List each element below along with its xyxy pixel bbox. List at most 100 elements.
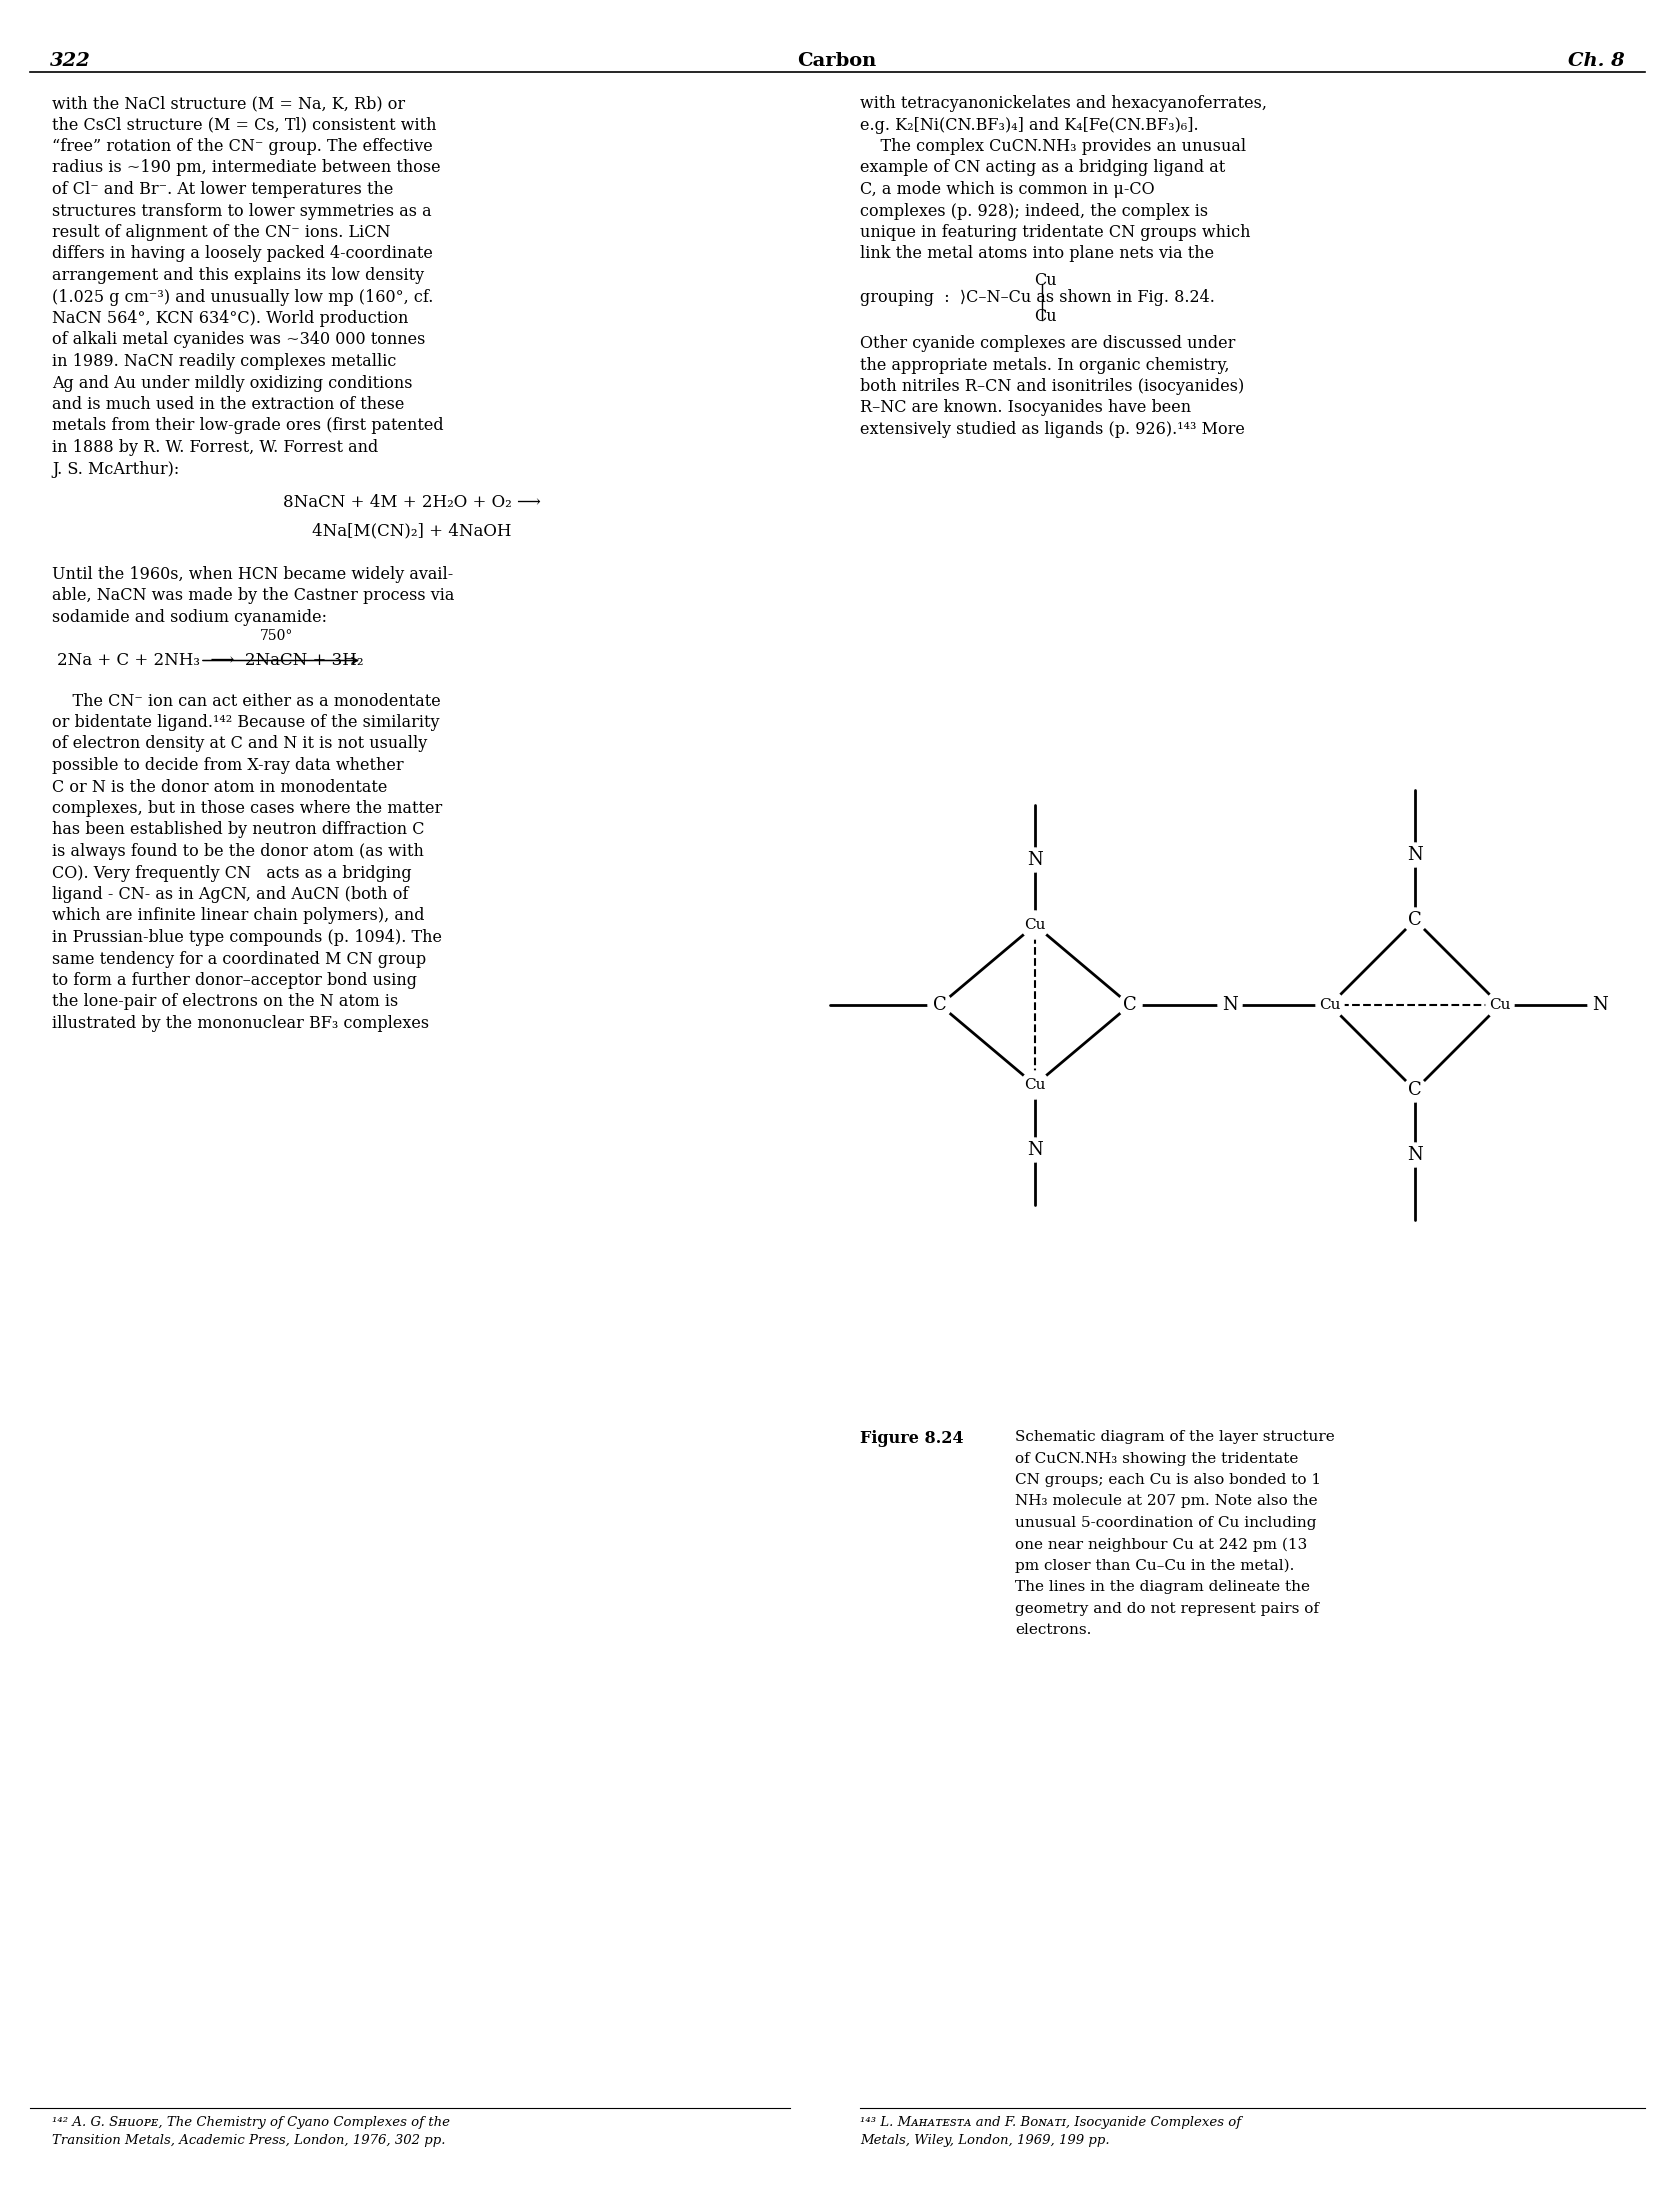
Text: NH₃ molecule at 207 pm. Note also the: NH₃ molecule at 207 pm. Note also the (1015, 1495, 1318, 1509)
Text: illustrated by the mononuclear BF₃ complexes: illustrated by the mononuclear BF₃ compl… (52, 1016, 429, 1031)
Text: unusual 5-coordination of Cu including: unusual 5-coordination of Cu including (1015, 1515, 1317, 1531)
Text: radius is ~190 pm, intermediate between those: radius is ~190 pm, intermediate between … (52, 161, 441, 176)
Text: R–NC are known. Isocyanides have been: R–NC are known. Isocyanides have been (859, 400, 1191, 416)
Text: J. S. McArthur):: J. S. McArthur): (52, 460, 179, 477)
Text: CO). Very frequently CN   acts as a bridging: CO). Very frequently CN acts as a bridgi… (52, 864, 412, 882)
Circle shape (928, 994, 951, 1016)
Circle shape (1404, 842, 1427, 866)
Text: is always found to be the donor atom (as with: is always found to be the donor atom (as… (52, 842, 424, 860)
Text: the lone-pair of electrons on the N atom is: the lone-pair of electrons on the N atom… (52, 994, 399, 1012)
Text: ¹⁴³ L. Mᴀʜᴀᴛᴇsᴛᴀ and F. Bᴏɴᴀᴛɪ, Isocyanide Complexes of: ¹⁴³ L. Mᴀʜᴀᴛᴇsᴛᴀ and F. Bᴏɴᴀᴛɪ, Isocyani… (859, 2115, 1241, 2129)
Text: Cu: Cu (1033, 273, 1057, 288)
Text: 8NaCN + 4M + 2H₂O + O₂ ⟶: 8NaCN + 4M + 2H₂O + O₂ ⟶ (283, 495, 541, 510)
Text: N: N (1223, 996, 1238, 1014)
Text: has been established by neutron diffraction C: has been established by neutron diffract… (52, 822, 424, 838)
Text: of Cl⁻ and Br⁻. At lower temperatures the: of Cl⁻ and Br⁻. At lower temperatures th… (52, 180, 394, 198)
Text: N: N (1027, 851, 1044, 869)
Text: CN groups; each Cu is also bonded to 1: CN groups; each Cu is also bonded to 1 (1015, 1473, 1322, 1487)
Text: Cu: Cu (1033, 308, 1057, 325)
Text: NaCN 564°, KCN 634°C). World production: NaCN 564°, KCN 634°C). World production (52, 310, 409, 328)
Text: able, NaCN was made by the Castner process via: able, NaCN was made by the Castner proce… (52, 587, 454, 605)
Text: in 1989. NaCN readily complexes metallic: in 1989. NaCN readily complexes metallic (52, 354, 397, 369)
Text: The complex CuCN.NH₃ provides an unusual: The complex CuCN.NH₃ provides an unusual (859, 139, 1246, 154)
Text: Until the 1960s, when HCN became widely avail-: Until the 1960s, when HCN became widely … (52, 565, 454, 583)
Text: possible to decide from X-ray data whether: possible to decide from X-ray data wheth… (52, 756, 404, 774)
Text: electrons.: electrons. (1015, 1623, 1092, 1638)
Text: one near neighbour Cu at 242 pm (13: one near neighbour Cu at 242 pm (13 (1015, 1537, 1306, 1552)
Text: with tetracyanonickelates and hexacyanoferrates,: with tetracyanonickelates and hexacyanof… (859, 95, 1266, 112)
Text: of alkali metal cyanides was ~340 000 tonnes: of alkali metal cyanides was ~340 000 to… (52, 332, 425, 347)
Text: C or N is the donor atom in monodentate: C or N is the donor atom in monodentate (52, 778, 387, 796)
Text: example of CN acting as a bridging ligand at: example of CN acting as a bridging ligan… (859, 161, 1224, 176)
Circle shape (1486, 992, 1514, 1018)
Text: structures transform to lower symmetries as a: structures transform to lower symmetries… (52, 202, 432, 220)
Circle shape (1218, 994, 1241, 1016)
Text: grouping  :  ⟩C–N–Cu as shown in Fig. 8.24.: grouping : ⟩C–N–Cu as shown in Fig. 8.24… (859, 288, 1214, 306)
Text: “free” rotation of the CN⁻ group. The effective: “free” rotation of the CN⁻ group. The ef… (52, 139, 432, 154)
Text: The CN⁻ ion can act either as a monodentate: The CN⁻ ion can act either as a monodent… (52, 693, 441, 710)
Text: Schematic diagram of the layer structure: Schematic diagram of the layer structure (1015, 1429, 1335, 1445)
Text: Ag and Au under mildly oxidizing conditions: Ag and Au under mildly oxidizing conditi… (52, 374, 412, 391)
Text: which are infinite linear chain polymers), and: which are infinite linear chain polymers… (52, 908, 424, 924)
Text: unique in featuring tridentate CN groups which: unique in featuring tridentate CN groups… (859, 224, 1251, 242)
Text: The lines in the diagram delineate the: The lines in the diagram delineate the (1015, 1581, 1310, 1594)
Circle shape (1022, 1071, 1049, 1100)
Text: Cu: Cu (1320, 998, 1340, 1012)
Text: differs in having a loosely packed 4-coordinate: differs in having a loosely packed 4-coo… (52, 246, 432, 262)
Text: Cu: Cu (1023, 1078, 1045, 1093)
Text: Figure 8.24: Figure 8.24 (859, 1429, 963, 1447)
Text: same tendency for a coordinated M CN group: same tendency for a coordinated M CN gro… (52, 950, 425, 968)
Text: of electron density at C and N it is not usually: of electron density at C and N it is not… (52, 734, 427, 752)
Circle shape (1588, 994, 1611, 1016)
Circle shape (1022, 910, 1049, 939)
Text: both nitriles R–CN and isonitriles (isocyanides): both nitriles R–CN and isonitriles (isoc… (859, 378, 1245, 396)
Text: link the metal atoms into plane nets via the: link the metal atoms into plane nets via… (859, 246, 1214, 262)
Circle shape (1404, 1078, 1427, 1102)
Text: e.g. K₂[Ni(CN.BF₃)₄] and K₄[Fe(CN.BF₃)₆].: e.g. K₂[Ni(CN.BF₃)₄] and K₄[Fe(CN.BF₃)₆]… (859, 117, 1199, 134)
Circle shape (1023, 849, 1047, 873)
Text: extensively studied as ligands (p. 926).¹⁴³ More: extensively studied as ligands (p. 926).… (859, 420, 1245, 438)
Text: Carbon: Carbon (797, 53, 876, 70)
Text: 4Na[M(CN)₂] + 4NaOH: 4Na[M(CN)₂] + 4NaOH (312, 521, 513, 539)
Text: and is much used in the extraction of these: and is much used in the extraction of th… (52, 396, 404, 413)
Text: sodamide and sodium cyanamide:: sodamide and sodium cyanamide: (52, 609, 327, 627)
Text: ligand - CN- as in AgCN, and AuCN (both of: ligand - CN- as in AgCN, and AuCN (both … (52, 886, 409, 904)
Text: the CsCl structure (M = Cs, Tl) consistent with: the CsCl structure (M = Cs, Tl) consiste… (52, 117, 437, 134)
Text: N: N (1407, 847, 1422, 864)
Text: Ch. 8: Ch. 8 (1568, 53, 1625, 70)
Text: C: C (933, 996, 946, 1014)
Text: C: C (1124, 996, 1137, 1014)
Text: (1.025 g cm⁻³) and unusually low mp (160°, cf.: (1.025 g cm⁻³) and unusually low mp (160… (52, 288, 434, 306)
Circle shape (1404, 1143, 1427, 1168)
Text: Cu: Cu (1489, 998, 1511, 1012)
Text: C, a mode which is common in μ-CO: C, a mode which is common in μ-CO (859, 180, 1154, 198)
Text: complexes, but in those cases where the matter: complexes, but in those cases where the … (52, 800, 442, 818)
Text: in 1888 by R. W. Forrest, W. Forrest and: in 1888 by R. W. Forrest, W. Forrest and (52, 440, 379, 455)
Text: Metals, Wiley, London, 1969, 199 pp.: Metals, Wiley, London, 1969, 199 pp. (859, 2133, 1109, 2146)
Text: metals from their low-grade ores (first patented: metals from their low-grade ores (first … (52, 418, 444, 435)
Text: in Prussian-blue type compounds (p. 1094). The: in Prussian-blue type compounds (p. 1094… (52, 928, 442, 946)
Circle shape (1404, 908, 1427, 932)
Text: complexes (p. 928); indeed, the complex is: complexes (p. 928); indeed, the complex … (859, 202, 1208, 220)
Text: C: C (1409, 910, 1422, 928)
Text: geometry and do not represent pairs of: geometry and do not represent pairs of (1015, 1603, 1318, 1616)
Text: arrangement and this explains its low density: arrangement and this explains its low de… (52, 266, 424, 284)
Text: the appropriate metals. In organic chemistry,: the appropriate metals. In organic chemi… (859, 356, 1229, 374)
Text: pm closer than Cu–Cu in the metal).: pm closer than Cu–Cu in the metal). (1015, 1559, 1295, 1574)
Circle shape (1317, 992, 1343, 1018)
Circle shape (1023, 1139, 1047, 1161)
Text: result of alignment of the CN⁻ ions. LiCN: result of alignment of the CN⁻ ions. LiC… (52, 224, 390, 242)
Text: N: N (1593, 996, 1608, 1014)
Text: ¹⁴² A. G. Sʜuᴏᴘᴇ, The Chemistry of Cyano Complexes of the: ¹⁴² A. G. Sʜuᴏᴘᴇ, The Chemistry of Cyano… (52, 2115, 451, 2129)
Text: Cu: Cu (1023, 917, 1045, 932)
Text: Transition Metals, Academic Press, London, 1976, 302 pp.: Transition Metals, Academic Press, Londo… (52, 2133, 446, 2146)
Text: 322: 322 (50, 53, 90, 70)
Text: 750°: 750° (260, 629, 293, 644)
Text: N: N (1027, 1141, 1044, 1159)
Text: N: N (1407, 1146, 1422, 1163)
Text: 2Na + C + 2NH₃  ⟶  2NaCN + 3H₂: 2Na + C + 2NH₃ ⟶ 2NaCN + 3H₂ (57, 651, 363, 668)
Text: to form a further donor–acceptor bond using: to form a further donor–acceptor bond us… (52, 972, 417, 990)
Text: of CuCN.NH₃ showing the tridentate: of CuCN.NH₃ showing the tridentate (1015, 1451, 1298, 1465)
Text: C: C (1409, 1082, 1422, 1100)
Circle shape (1117, 994, 1142, 1016)
